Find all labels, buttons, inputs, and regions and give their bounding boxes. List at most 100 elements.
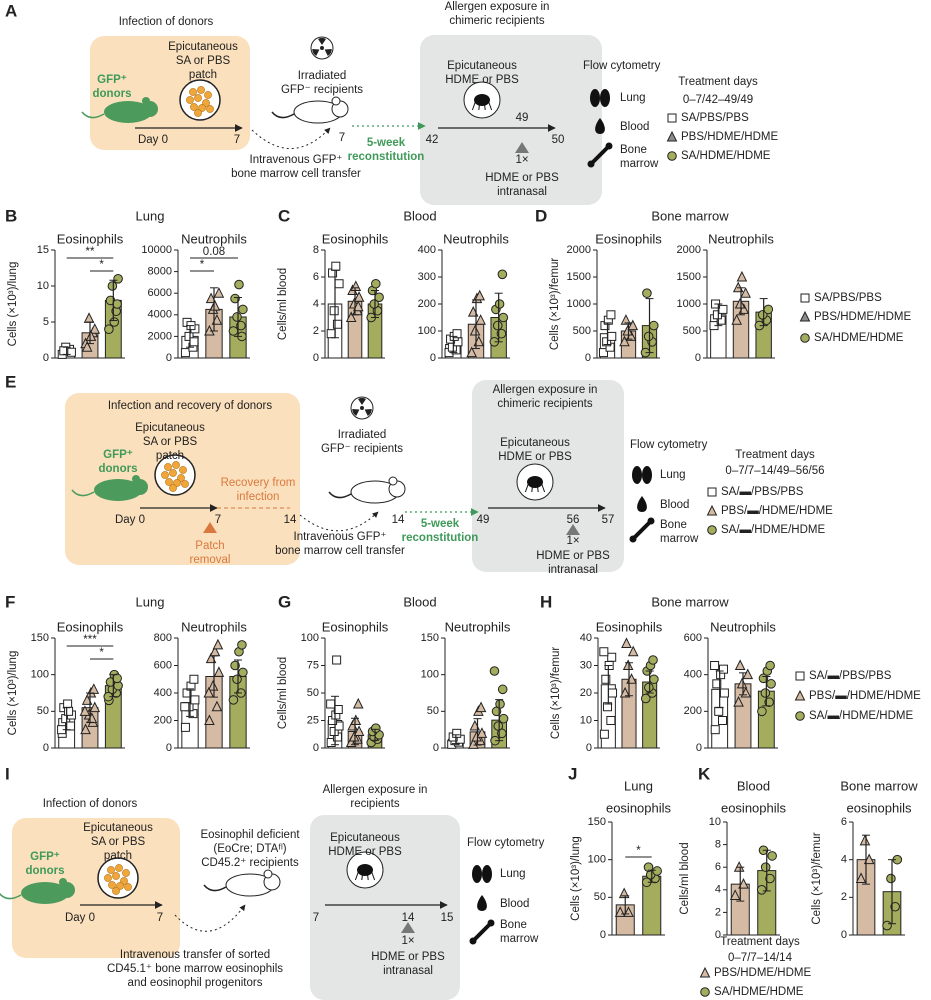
legend-label: SA/▬/PBS/PBS bbox=[809, 670, 892, 682]
mite-leg bbox=[540, 481, 546, 493]
mite-leg bbox=[361, 869, 364, 881]
arrow bbox=[174, 904, 246, 932]
significance-label: * bbox=[99, 259, 104, 271]
data-point bbox=[644, 682, 654, 693]
data-point bbox=[475, 701, 487, 713]
bone-icon bbox=[472, 922, 492, 942]
schematic-text: 49 bbox=[477, 514, 490, 526]
schematic-text: Intravenous GFP⁺ bbox=[294, 531, 387, 543]
data-point bbox=[348, 730, 360, 742]
schematic-text: CD45.1⁺ bone marrow eosinophils bbox=[107, 963, 283, 975]
mouse-tail bbox=[328, 491, 352, 499]
y-tick-label: 5 bbox=[43, 316, 49, 328]
arrow bbox=[299, 511, 379, 532]
data-point bbox=[234, 279, 244, 290]
blood-icon bbox=[595, 118, 605, 134]
bacteria bbox=[197, 86, 205, 94]
schematic-text: 1× bbox=[401, 935, 414, 947]
irradiation-core bbox=[360, 406, 364, 410]
data-point bbox=[863, 853, 875, 865]
y-axis-label: Cells (×10³)/lung bbox=[7, 651, 19, 736]
mite bbox=[474, 94, 490, 106]
legend-label: PBS/HDME/HDME bbox=[714, 967, 811, 979]
data-point bbox=[489, 666, 500, 676]
mouse-ear bbox=[388, 476, 398, 486]
irradiation-blade bbox=[352, 409, 360, 416]
lung-icon bbox=[482, 865, 492, 883]
mite bbox=[527, 476, 543, 488]
y-tick-label: 20 bbox=[580, 687, 592, 699]
data-point bbox=[209, 300, 221, 311]
y-tick-label: 600 bbox=[154, 659, 172, 671]
data-point bbox=[237, 640, 247, 650]
mouse-tail bbox=[0, 892, 22, 900]
y-tick-label: 400 bbox=[154, 687, 172, 699]
bacteria bbox=[112, 887, 120, 895]
data-point bbox=[734, 297, 746, 309]
data-point bbox=[859, 834, 871, 846]
y-tick-label: 200 bbox=[684, 705, 702, 717]
data-point bbox=[331, 261, 341, 271]
mouse-tail bbox=[81, 111, 105, 119]
data-point bbox=[742, 668, 754, 680]
bone-icon bbox=[587, 160, 595, 168]
data-point bbox=[734, 659, 746, 670]
data-point bbox=[756, 885, 767, 895]
y-tick-label: 15 bbox=[37, 244, 49, 256]
data-point bbox=[494, 299, 505, 309]
legend-marker bbox=[800, 333, 810, 343]
schematic-text: HDME or PBS bbox=[498, 451, 572, 463]
schematic-text: HDME or PBS bbox=[536, 550, 610, 562]
triangle bbox=[566, 524, 580, 535]
bacteria bbox=[108, 881, 116, 889]
data-point bbox=[238, 304, 248, 315]
blood-icon bbox=[477, 895, 487, 911]
y-tick-label: 400 bbox=[684, 669, 702, 681]
data-point bbox=[350, 714, 362, 725]
schematic-text: Bone bbox=[620, 144, 647, 156]
mite-leg bbox=[487, 99, 493, 111]
data-point bbox=[212, 638, 224, 650]
data-point bbox=[766, 679, 776, 689]
schematic-text: Epicutaneous bbox=[447, 60, 517, 72]
schematic-text: Lung bbox=[620, 92, 646, 104]
lung-icon bbox=[600, 89, 610, 107]
schematic-text: HDME or PBS bbox=[371, 951, 445, 963]
panel-label: C bbox=[278, 206, 290, 225]
y-tick-label: 0 bbox=[43, 742, 49, 754]
data-point bbox=[112, 673, 122, 684]
schematic-text: Blood bbox=[660, 499, 689, 511]
data-point bbox=[83, 312, 95, 323]
data-point bbox=[228, 695, 239, 705]
y-axis-label: Cells (×10³)/lung bbox=[570, 836, 582, 921]
data-point bbox=[619, 686, 631, 698]
irradiation-blade bbox=[324, 49, 332, 56]
y-tick-label: 4000 bbox=[148, 309, 172, 321]
legend-label: PBS/HDME/HDME bbox=[814, 311, 911, 323]
y-tick-label: 0 bbox=[166, 742, 172, 754]
data-point bbox=[652, 866, 662, 876]
irradiation-blade bbox=[312, 49, 320, 56]
significance-label: * bbox=[99, 647, 104, 659]
data-point bbox=[353, 291, 365, 302]
y-tick-label: 8 bbox=[313, 244, 319, 256]
y-tick-label: 6000 bbox=[148, 287, 172, 299]
schematic-text: reconstitution bbox=[348, 151, 425, 163]
schematic-text: 14 bbox=[392, 514, 405, 526]
schematic-text: GFP⁻ recipients bbox=[281, 84, 363, 96]
schematic-text: Intravenous transfer of sorted bbox=[120, 949, 270, 961]
bacteria bbox=[169, 469, 177, 477]
schematic-text: 7 bbox=[313, 912, 319, 924]
y-axis-label: Cells/ml blood bbox=[277, 657, 289, 729]
data-point bbox=[601, 674, 611, 684]
schematic-text: Epicutaneous bbox=[135, 422, 205, 434]
data-point bbox=[497, 684, 508, 695]
y-tick-label: 50 bbox=[427, 705, 439, 717]
schematic-text: patch bbox=[104, 850, 132, 862]
data-point bbox=[369, 299, 379, 309]
schematic-text: marrow bbox=[660, 533, 699, 545]
data-point bbox=[712, 679, 722, 689]
data-point bbox=[329, 306, 339, 316]
y-tick-label: 50 bbox=[307, 687, 319, 699]
schematic-text: Lung bbox=[660, 469, 686, 481]
